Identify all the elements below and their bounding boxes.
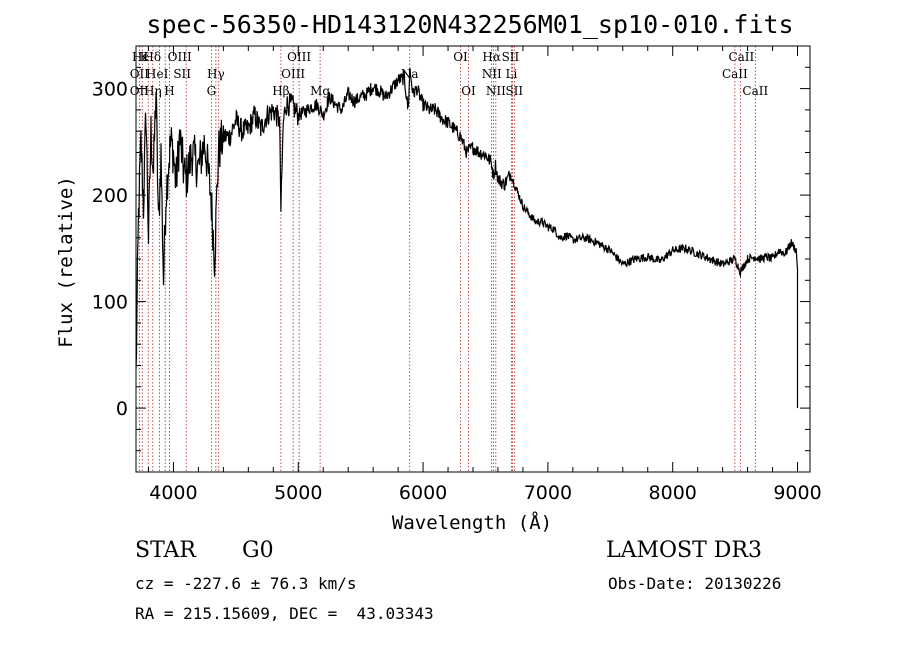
line-label: CaII bbox=[742, 84, 768, 98]
y-tick-label: 100 bbox=[92, 292, 128, 314]
line-label: Li bbox=[506, 67, 518, 81]
line-label: SII bbox=[173, 67, 191, 81]
line-label: Hγ bbox=[207, 67, 225, 81]
line-label: NII bbox=[486, 84, 506, 98]
line-label: CaII bbox=[722, 67, 748, 81]
line-label: OII bbox=[130, 67, 150, 81]
survey-name: LAMOST DR3 bbox=[606, 538, 762, 563]
y-tick-label: 200 bbox=[92, 185, 128, 207]
line-label: CaII bbox=[728, 50, 754, 64]
line-label: Mg bbox=[310, 84, 330, 98]
line-label: OIII bbox=[168, 50, 192, 64]
line-label: OI bbox=[453, 50, 468, 64]
x-tick-label: 6000 bbox=[399, 482, 447, 504]
velocity-readout: cz = -227.6 ± 76.3 km/s bbox=[135, 574, 357, 593]
y-tick-label: 300 bbox=[92, 79, 128, 101]
x-tick-label: 4000 bbox=[149, 482, 197, 504]
line-label: NII bbox=[482, 67, 502, 81]
line-label: SII bbox=[502, 50, 520, 64]
line-label: HeI bbox=[146, 67, 169, 81]
line-label: OI bbox=[461, 84, 476, 98]
x-tick-label: 8000 bbox=[649, 482, 697, 504]
line-label: H bbox=[164, 84, 174, 98]
object-type: STAR bbox=[135, 538, 196, 563]
x-axis-label: Wavelength (Å) bbox=[392, 511, 552, 534]
line-label: OIII bbox=[281, 67, 305, 81]
line-label: OIII bbox=[287, 50, 311, 64]
y-axis-ticks: 0 100 200 300 bbox=[92, 45, 810, 473]
x-tick-label: 9000 bbox=[773, 482, 821, 504]
line-label: G bbox=[207, 84, 217, 98]
line-label: Hβ bbox=[272, 84, 289, 98]
x-tick-label: 5000 bbox=[274, 482, 322, 504]
chart-title: spec-56350-HD143120N432256M01_sp10-010.f… bbox=[146, 10, 793, 39]
y-tick-label: 0 bbox=[116, 398, 128, 420]
coordinates: RA = 215.15609, DEC = 43.03343 bbox=[135, 604, 434, 623]
line-label: Hδ bbox=[143, 50, 161, 64]
line-marker-group bbox=[138, 46, 756, 472]
line-label: Hη bbox=[144, 84, 162, 98]
obs-date: Obs-Date: 20130226 bbox=[608, 574, 782, 593]
line-label: SII bbox=[505, 84, 523, 98]
spectrum-line bbox=[135, 68, 799, 409]
x-axis-ticks: 4000 5000 6000 7000 8000 9000 bbox=[147, 46, 822, 504]
object-subclass: G0 bbox=[242, 538, 274, 563]
line-label: OII bbox=[130, 84, 150, 98]
line-label: K bbox=[140, 50, 150, 64]
x-tick-label: 7000 bbox=[524, 482, 572, 504]
line-label: Hα bbox=[482, 50, 501, 64]
y-axis-label: Flux (relative) bbox=[55, 176, 77, 348]
